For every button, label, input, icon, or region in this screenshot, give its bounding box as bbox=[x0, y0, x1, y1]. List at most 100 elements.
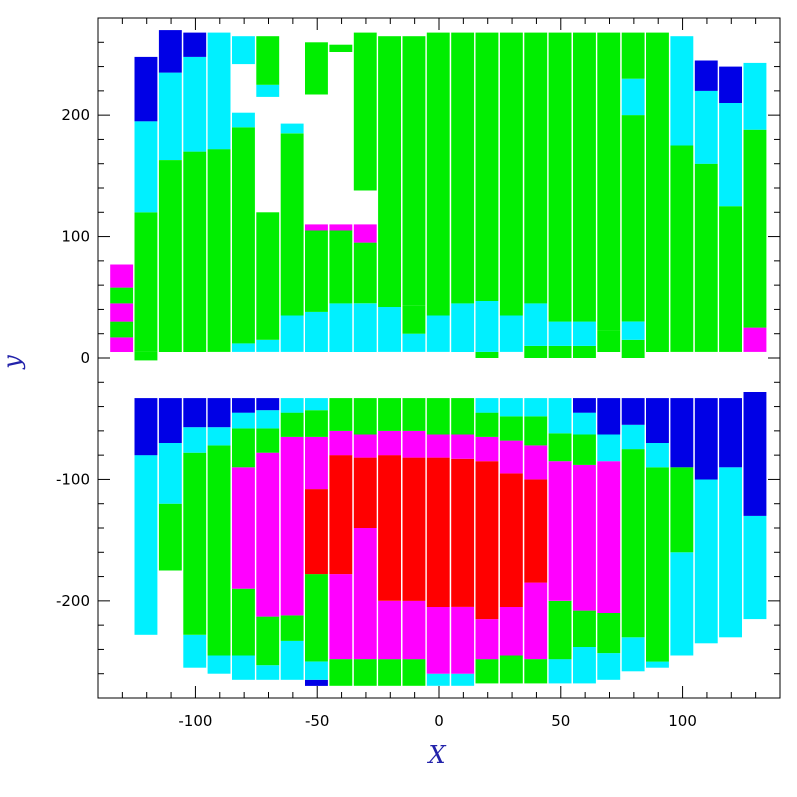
cell-col5-seg5 bbox=[232, 588, 255, 656]
cell-col8-seg6 bbox=[305, 574, 328, 662]
cell-col22-seg1 bbox=[646, 661, 669, 668]
cell-col19-seg5 bbox=[573, 464, 596, 611]
cell-col24-seg3 bbox=[694, 479, 718, 644]
cell-col26-seg4 bbox=[743, 392, 767, 516]
cell-col1-seg5 bbox=[134, 398, 158, 456]
cell-col7-seg2 bbox=[280, 123, 304, 134]
cell-col9-seg5 bbox=[329, 574, 353, 660]
cell-col15-seg2 bbox=[475, 32, 499, 301]
cell-col25-seg2 bbox=[719, 66, 742, 103]
cell-col4-seg0 bbox=[207, 149, 231, 352]
x-axis-label: X bbox=[426, 741, 446, 769]
cell-col5-seg4 bbox=[232, 655, 255, 680]
cell-col5-seg7 bbox=[232, 428, 255, 468]
cell-col6-seg3 bbox=[256, 36, 280, 85]
cell-col0-seg1 bbox=[110, 321, 134, 338]
cell-col6-seg2 bbox=[256, 84, 280, 97]
cell-col21-seg3 bbox=[621, 78, 645, 116]
cell-col4-seg3 bbox=[207, 445, 231, 656]
cell-col18-seg5 bbox=[548, 461, 572, 601]
cell-col9-seg8 bbox=[329, 398, 353, 431]
y-tick-label: -200 bbox=[56, 592, 90, 610]
cell-col16-seg2 bbox=[499, 655, 523, 684]
cell-col8-seg3 bbox=[305, 42, 328, 95]
cell-col14-seg6 bbox=[451, 398, 475, 435]
cell-col2-seg1 bbox=[158, 72, 182, 160]
cell-col5-seg9 bbox=[232, 398, 255, 413]
cell-col8-seg5 bbox=[305, 661, 328, 680]
cell-col13-seg1 bbox=[426, 32, 450, 316]
cell-col14-seg0 bbox=[451, 303, 475, 352]
cell-col10-seg0 bbox=[353, 303, 377, 352]
cell-col5-seg6 bbox=[232, 467, 255, 589]
cell-col17-seg4 bbox=[524, 582, 548, 660]
cell-col10-seg3 bbox=[353, 32, 377, 191]
cell-col1-seg3 bbox=[134, 56, 158, 122]
cell-col16-seg7 bbox=[499, 398, 523, 417]
cell-col18-seg7 bbox=[548, 398, 572, 434]
cell-col10-seg4 bbox=[353, 659, 377, 686]
cell-col26-seg0 bbox=[743, 327, 767, 352]
cell-col8-seg7 bbox=[305, 489, 328, 575]
cell-col15-seg3 bbox=[475, 659, 499, 684]
cell-col3-seg3 bbox=[183, 634, 207, 668]
cell-col25-seg3 bbox=[719, 467, 742, 638]
x-tick-label: -100 bbox=[178, 712, 212, 730]
cell-col11-seg5 bbox=[378, 430, 401, 456]
cell-col25-seg0 bbox=[719, 206, 742, 352]
cell-col17-seg5 bbox=[524, 479, 548, 583]
cell-col4-seg5 bbox=[207, 398, 231, 428]
x-tick-label: 0 bbox=[434, 712, 444, 730]
cell-col10-seg1 bbox=[353, 242, 377, 304]
cell-col6-seg6 bbox=[256, 452, 280, 617]
cell-col20-seg5 bbox=[597, 434, 621, 462]
cell-col7-seg3 bbox=[280, 640, 304, 680]
cell-col8-seg2 bbox=[305, 224, 328, 231]
cell-col7-seg0 bbox=[280, 315, 304, 352]
cell-col3-seg2 bbox=[183, 32, 207, 57]
cell-col6-seg4 bbox=[256, 665, 280, 680]
x-tick-label: -50 bbox=[305, 712, 330, 730]
cell-col4-seg2 bbox=[207, 655, 231, 674]
cell-col6-seg0 bbox=[256, 339, 280, 352]
cell-col19-seg4 bbox=[573, 610, 596, 647]
cell-col13-seg3 bbox=[426, 606, 450, 674]
cell-col23-seg2 bbox=[670, 552, 694, 656]
cell-col18-seg4 bbox=[548, 600, 572, 660]
cell-col12-seg6 bbox=[402, 430, 426, 458]
cell-col3-seg5 bbox=[183, 427, 207, 453]
cell-col23-seg3 bbox=[670, 467, 694, 553]
cell-col7-seg5 bbox=[280, 436, 304, 616]
cell-col15-seg7 bbox=[475, 412, 499, 437]
cell-col18-seg3 bbox=[548, 659, 572, 684]
cell-col17-seg6 bbox=[524, 445, 548, 480]
cell-col12-seg2 bbox=[402, 36, 426, 306]
cell-col21-seg2 bbox=[621, 115, 645, 322]
cell-col15-seg4 bbox=[475, 619, 499, 660]
cell-col12-seg4 bbox=[402, 600, 426, 660]
cell-col6-seg1 bbox=[256, 212, 280, 340]
cell-col11-seg3 bbox=[378, 600, 401, 660]
cell-col14-seg3 bbox=[451, 606, 475, 674]
cell-col5-seg0 bbox=[232, 343, 255, 352]
cell-col19-seg3 bbox=[573, 647, 596, 684]
cell-col2-seg4 bbox=[158, 443, 182, 504]
cell-col1-seg1 bbox=[134, 212, 158, 352]
cell-col5-seg8 bbox=[232, 412, 255, 429]
cell-col2-seg3 bbox=[158, 503, 182, 571]
cell-col19-seg0 bbox=[573, 345, 596, 358]
cell-col2-seg5 bbox=[158, 398, 182, 443]
cell-col7-seg1 bbox=[280, 133, 304, 316]
cell-col23-seg0 bbox=[670, 145, 694, 352]
cell-col14-seg4 bbox=[451, 458, 475, 607]
cell-col8-seg9 bbox=[305, 410, 328, 437]
cell-col15-seg0 bbox=[475, 351, 499, 358]
cell-col16-seg4 bbox=[499, 473, 523, 607]
cell-col15-seg8 bbox=[475, 398, 499, 413]
cell-col9-seg2 bbox=[329, 224, 353, 231]
y-tick-label: -100 bbox=[56, 470, 90, 488]
cell-col20-seg6 bbox=[597, 398, 621, 435]
cell-col18-seg0 bbox=[548, 345, 572, 358]
cell-col5-seg1 bbox=[232, 127, 255, 344]
